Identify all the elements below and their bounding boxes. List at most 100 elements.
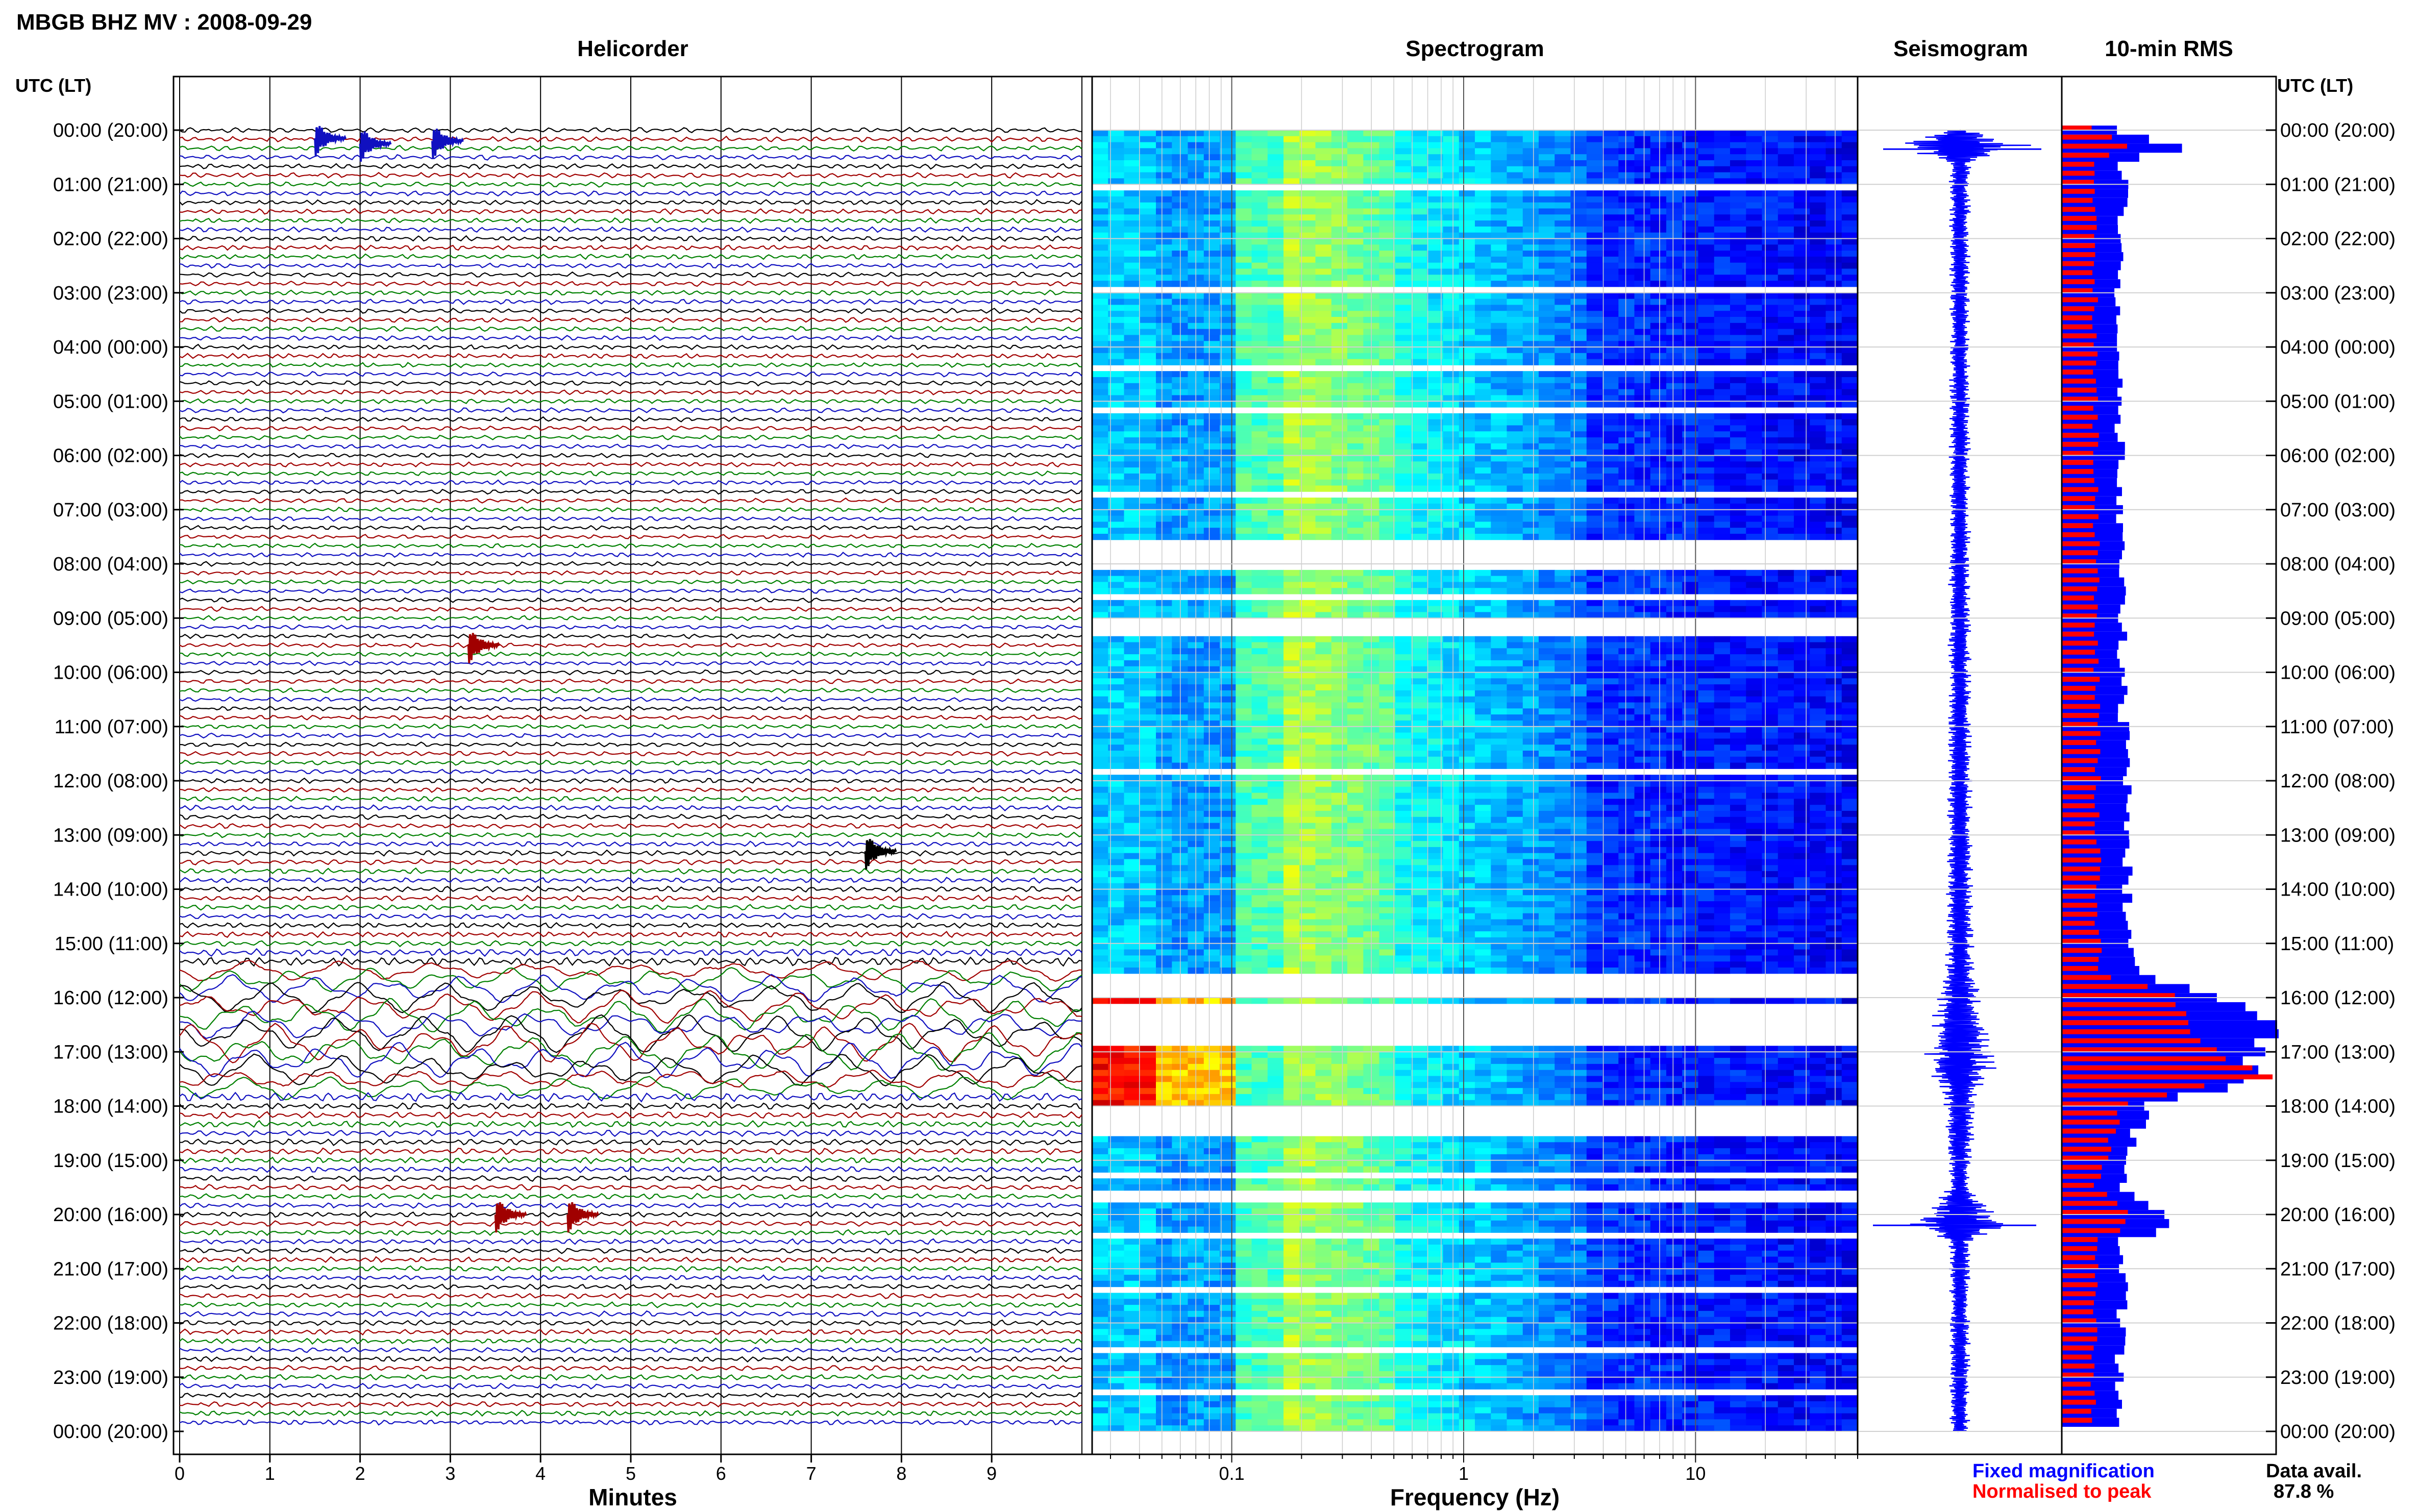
spectrogram-cell — [1586, 775, 1603, 781]
spectrogram-cell — [1682, 232, 1699, 239]
helicorder-trace — [179, 289, 1082, 296]
spectrogram-cell — [1347, 431, 1364, 438]
spectrogram-cell — [1522, 690, 1539, 697]
spectrogram-cell — [1714, 738, 1731, 745]
spectrogram-cell — [1124, 672, 1141, 679]
spectrogram-cell — [1522, 666, 1539, 673]
helicorder-trace — [179, 561, 1082, 567]
spectrogram-cell — [1379, 341, 1396, 348]
spectrogram-cell — [1554, 329, 1571, 335]
spectrogram-cell — [1650, 534, 1667, 540]
spectrogram-cell — [1203, 636, 1220, 642]
spectrogram-cell — [1841, 751, 1858, 757]
spectrogram-cell — [1634, 425, 1651, 432]
spectrogram-cell — [1459, 437, 1475, 444]
spectrogram-cell — [1650, 720, 1667, 727]
spectrogram-cell — [1586, 196, 1603, 203]
helicorder-event — [314, 126, 347, 157]
spectrogram-cell — [1395, 275, 1412, 281]
spectrogram-cell — [1714, 220, 1731, 227]
helicorder-trace — [179, 1014, 1082, 1053]
spectrogram-cell — [1698, 738, 1715, 745]
spectrogram-cell — [1203, 220, 1220, 227]
spectrogram-cell — [1443, 799, 1460, 805]
spectrogram-cell — [1395, 756, 1412, 763]
spectrogram-cell — [1778, 636, 1794, 642]
spectrogram-cell — [1267, 702, 1284, 709]
spectrogram-cell — [1108, 696, 1125, 703]
spectrogram-cell — [1491, 811, 1508, 817]
spectrogram-cell — [1140, 648, 1156, 655]
spectrogram-cell — [1825, 648, 1842, 655]
spectrogram-cell — [1236, 130, 1252, 137]
spectrogram-cell — [1778, 413, 1794, 420]
spectrogram-cell — [1666, 413, 1683, 420]
spectrogram-cell — [1698, 485, 1715, 492]
spectrogram-cell — [1283, 569, 1300, 577]
spectrogram-cell — [1331, 172, 1348, 179]
spectrogram-cell — [1539, 275, 1555, 281]
spectrogram-cell — [1475, 389, 1491, 395]
spectrogram-cell — [1778, 353, 1794, 360]
spectrogram-cell — [1714, 166, 1731, 173]
spectrogram-cell — [1586, 522, 1603, 528]
spectrogram-cell — [1554, 196, 1571, 203]
helicorder-trace — [179, 171, 1082, 179]
spectrogram-cell — [1810, 569, 1826, 577]
spectrogram-cell — [1236, 443, 1252, 450]
spectrogram-cell — [1491, 588, 1508, 594]
spectrogram-cell — [1570, 684, 1587, 691]
spectrogram-cell — [1156, 636, 1172, 642]
spectrogram-cell — [1762, 522, 1779, 528]
spectrogram-cell — [1491, 347, 1508, 354]
spectrogram-cell — [1825, 684, 1842, 691]
spectrogram-cell — [1682, 606, 1699, 612]
spectrogram-cell — [1650, 425, 1667, 432]
spectrogram-cell — [1682, 642, 1699, 649]
spectrogram-cell — [1395, 720, 1412, 727]
spectrogram-cell — [1379, 251, 1396, 257]
spectrogram-cell — [1299, 702, 1316, 709]
spectrogram-cell — [1778, 335, 1794, 341]
spectrogram-cell — [1411, 256, 1427, 263]
spectrogram-cell — [1794, 576, 1810, 582]
spectrogram-cell — [1331, 251, 1348, 257]
spectrogram-cell — [1794, 377, 1810, 384]
spectrogram-cell — [1539, 762, 1555, 769]
spectrogram-cell — [1299, 461, 1316, 468]
spectrogram-cell — [1140, 299, 1156, 305]
spectrogram-cell — [1650, 582, 1667, 588]
spectrogram-cell — [1794, 419, 1810, 426]
spectrogram-cell — [1411, 690, 1427, 697]
spectrogram-cell — [1283, 612, 1300, 618]
spectrogram-cell — [1347, 515, 1364, 522]
spectrogram-cell — [1092, 335, 1108, 341]
spectrogram-cell — [1251, 762, 1268, 769]
spectrogram-cell — [1825, 696, 1842, 703]
spectrogram-cell — [1507, 425, 1523, 432]
spectrogram-cell — [1682, 762, 1699, 769]
spectrogram-cell — [1570, 347, 1587, 354]
spectrogram-cell — [1507, 262, 1523, 269]
spectrogram-cell — [1140, 576, 1156, 582]
spectrogram-cell — [1634, 816, 1651, 824]
spectrogram-cell — [1124, 714, 1141, 721]
spectrogram-cell — [1347, 292, 1364, 300]
spectrogram-cell — [1634, 268, 1651, 275]
spectrogram-cell — [1698, 359, 1715, 365]
spectrogram-cell — [1475, 666, 1491, 673]
spectrogram-cell — [1267, 696, 1284, 703]
spectrogram-cell — [1554, 816, 1571, 824]
spectrogram-cell — [1698, 786, 1715, 794]
spectrogram-cell — [1156, 268, 1172, 275]
spectrogram-cell — [1650, 775, 1667, 781]
spectrogram-cell — [1634, 323, 1651, 330]
spectrogram-cell — [1236, 268, 1252, 275]
spectrogram-cell — [1299, 756, 1316, 763]
spectrogram-cell — [1236, 142, 1252, 148]
spectrogram-cell — [1475, 377, 1491, 384]
spectrogram-cell — [1108, 751, 1125, 757]
spectrogram-cell — [1825, 292, 1842, 300]
spectrogram-cell — [1650, 329, 1667, 335]
spectrogram-cell — [1220, 745, 1236, 751]
